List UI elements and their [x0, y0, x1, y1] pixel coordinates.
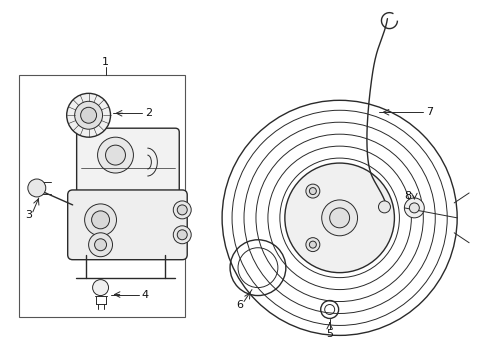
- Circle shape: [92, 211, 110, 229]
- Circle shape: [285, 163, 394, 273]
- Circle shape: [306, 184, 320, 198]
- Circle shape: [173, 226, 191, 244]
- Circle shape: [177, 230, 187, 240]
- Circle shape: [309, 241, 317, 248]
- Circle shape: [330, 208, 349, 228]
- Circle shape: [74, 101, 102, 129]
- Text: 7: 7: [426, 107, 433, 117]
- Text: 5: 5: [326, 329, 333, 339]
- Circle shape: [409, 203, 419, 213]
- FancyBboxPatch shape: [76, 128, 179, 201]
- Bar: [19, 75, 185, 318]
- Text: 6: 6: [237, 300, 244, 310]
- Circle shape: [28, 179, 46, 197]
- FancyBboxPatch shape: [68, 190, 187, 260]
- Circle shape: [309, 188, 317, 194]
- Circle shape: [177, 205, 187, 215]
- Circle shape: [93, 280, 108, 296]
- Circle shape: [98, 137, 133, 173]
- Circle shape: [85, 204, 117, 236]
- Circle shape: [105, 145, 125, 165]
- Text: 1: 1: [102, 58, 109, 67]
- Text: 4: 4: [142, 289, 149, 300]
- Circle shape: [81, 107, 97, 123]
- Circle shape: [173, 201, 191, 219]
- Circle shape: [67, 93, 111, 137]
- Circle shape: [378, 201, 391, 213]
- Text: 8: 8: [404, 191, 411, 201]
- Circle shape: [306, 238, 320, 252]
- Circle shape: [322, 200, 358, 236]
- Circle shape: [95, 239, 106, 251]
- Text: 2: 2: [145, 108, 152, 118]
- Circle shape: [89, 233, 113, 257]
- Text: 3: 3: [25, 210, 32, 220]
- Circle shape: [404, 198, 424, 218]
